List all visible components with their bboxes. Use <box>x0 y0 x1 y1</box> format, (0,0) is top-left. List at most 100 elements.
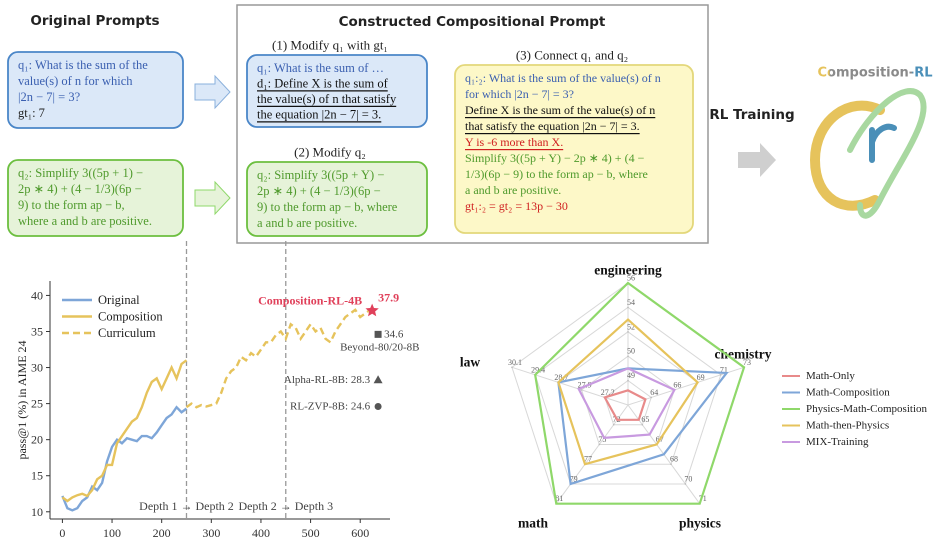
prompt-line: the equation |2n − 7| = 3. <box>257 107 381 121</box>
prompt-line: 2p ∗ 4) + (4 − 1/3)(6p − <box>18 182 142 196</box>
point-marker <box>373 375 383 384</box>
legend-label: Curriculum <box>98 326 156 340</box>
radar-ring <box>604 379 652 426</box>
radar-tick-label: 73 <box>743 358 751 367</box>
axis-name: engineering <box>594 263 662 278</box>
radar-spoke <box>555 404 629 504</box>
prompt-line: gt₁:₂ = gt₂ = 13p − 30 <box>465 199 568 213</box>
radar-tick-label: 28.7 <box>554 373 568 382</box>
radar-tick-label: 71 <box>699 494 707 503</box>
prompt-line: q₁: What is the sum of … <box>257 61 384 75</box>
prompt-line: q₂: Simplify 3((5p + Y) − <box>257 168 384 182</box>
prompt-line: Simplify 3((5p + Y) − 2p ∗ 4) + (4 − <box>465 151 645 165</box>
arrow <box>194 180 231 216</box>
radar-tick-label: 68 <box>670 455 678 464</box>
point-marker <box>365 303 379 317</box>
point-value: 34.6 <box>384 328 404 340</box>
prompt-line: q₁:₂: What is the sum of the value(s) of… <box>465 71 661 85</box>
radar-tick-label: 50 <box>627 347 635 356</box>
legend-label: Original <box>98 293 140 307</box>
radar-tick <box>627 306 629 309</box>
radar-spoke <box>511 366 629 406</box>
prompt-line: 9) to the form ap − b, where <box>257 200 398 214</box>
prompt-box <box>7 51 184 129</box>
rl-training: RL Training <box>709 107 794 123</box>
radar-series <box>577 367 676 440</box>
point-label: RL-ZVP-8B: 24.6 <box>290 400 371 412</box>
y-tick-label: 20 <box>31 433 43 447</box>
prompt-line: where a and b are positive. <box>18 214 152 228</box>
prompt-line: that satisfy the equation |2n − 7| = 3. <box>465 119 640 133</box>
y-tick-label: 40 <box>31 288 43 302</box>
axis-name: chemistry <box>715 347 772 362</box>
prompt-line: 1/3)(6p − 9) to the form ap − b, where <box>465 167 648 181</box>
x-tick-label: 500 <box>302 526 320 540</box>
prompt-line: |2n − 7| = 3? <box>18 90 81 104</box>
prompt-box <box>246 54 428 128</box>
prompt-box <box>454 64 694 234</box>
x-tick-label: 300 <box>202 526 220 540</box>
constructed-title: Constructed Compositional Prompt <box>339 14 606 30</box>
prompt-line: 9) to the form ap − b, <box>18 198 125 212</box>
prompt-line: Define X is the sum of the value(s) of n <box>465 103 655 117</box>
radar-series <box>603 389 647 421</box>
step-label: (1) Modify q₁ with gt₁ <box>272 38 388 53</box>
axis-name: math <box>518 516 548 531</box>
radar-series <box>557 318 700 466</box>
radar-ring <box>557 331 699 465</box>
legend-label: MIX-Training <box>806 436 869 448</box>
radar-tick <box>612 423 615 426</box>
radar-tick <box>641 423 644 426</box>
step-label: (2) Modify q₂ <box>294 145 366 160</box>
arrow <box>738 143 776 177</box>
radar-tick-label: 71 <box>720 365 728 374</box>
prompt-line: 2p ∗ 4) + (4 − 1/3)(6p − <box>257 184 381 198</box>
prompt-line: Y is -6 more than X. <box>465 135 563 149</box>
prompt-box <box>7 159 184 237</box>
y-tick-label: 15 <box>31 469 43 483</box>
x-tick-label: 200 <box>153 526 171 540</box>
radar-tick-label: 54 <box>627 298 635 307</box>
axis-name: law <box>460 355 481 370</box>
radar-tick-label: 30.1 <box>508 358 522 367</box>
series-line <box>61 405 188 512</box>
point-value: 37.9 <box>378 291 399 305</box>
prompt-line: a and b are positive. <box>465 183 561 197</box>
prompt-box <box>246 161 428 237</box>
point-marker <box>374 402 382 410</box>
radar-tick <box>627 379 629 382</box>
radar-tick-label: 27.9 <box>578 380 592 389</box>
radar-tick <box>580 389 583 391</box>
prompt-line: d₁: Define X is the sum of <box>257 76 389 90</box>
radar-tick <box>684 483 687 485</box>
axis-name: physics <box>679 516 721 531</box>
point-marker <box>374 330 382 338</box>
legend-label: Math-Composition <box>806 387 890 399</box>
logo-mark <box>809 100 885 211</box>
radar-tick <box>598 443 601 446</box>
prompt-line: a and b are positive. <box>257 216 357 230</box>
logo-mark <box>869 123 897 163</box>
depth-label: Depth 1 → Depth 2 <box>139 499 234 513</box>
series-line <box>61 359 188 503</box>
radar-tick-label: 69 <box>697 373 705 382</box>
radar-tick <box>720 374 722 376</box>
prompt-line: the value(s) of n that satisfy <box>257 92 397 106</box>
y-axis-label: pass@1 (%) in AIME 24 <box>15 340 29 459</box>
radar-ring <box>534 306 722 485</box>
prompt-line: value(s) of n for which <box>18 74 133 88</box>
radar-tick-label: 70 <box>684 474 692 483</box>
logo-mark <box>847 88 927 219</box>
radar-tick-label: 52 <box>627 322 635 331</box>
legend-label: Physics-Math-Composition <box>806 403 928 415</box>
radar-tick <box>670 463 672 466</box>
arrow <box>194 74 231 110</box>
logo-text: Composition-RL <box>818 66 933 81</box>
y-tick-label: 25 <box>31 397 43 411</box>
y-tick-label: 35 <box>31 324 43 338</box>
x-tick-label: 100 <box>103 526 121 540</box>
radar-tick-label: 79 <box>570 474 578 483</box>
radar-tick-label: 27.2 <box>601 388 615 397</box>
x-tick-label: 600 <box>351 526 369 540</box>
